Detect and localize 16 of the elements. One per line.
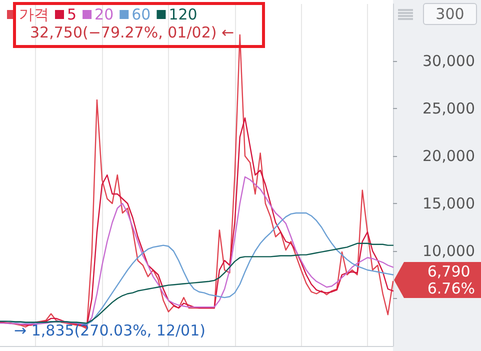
- text: 6,790 6.76%: [427, 262, 476, 298]
- legend-label: 60: [132, 6, 151, 24]
- annotation: → 1,835(270.03%, 12/01): [14, 322, 206, 340]
- y-tick-label: 25,000: [422, 100, 475, 118]
- line-series: [0, 242, 394, 324]
- legend-label: 가격: [19, 6, 49, 24]
- y-tick-label: 10,000: [422, 242, 475, 260]
- range-button: 300: [423, 3, 477, 25]
- y-tick-label: 30,000: [422, 52, 475, 70]
- legend-label: 5: [67, 6, 77, 24]
- legend-label: 20: [94, 6, 114, 24]
- legend-label: 120: [168, 6, 198, 24]
- y-tick-label: 20,000: [422, 147, 475, 165]
- y-tick-label: 15,000: [422, 194, 475, 212]
- annotation: 32,750(−79.27%, 01/02) ←: [30, 24, 234, 42]
- line-series: [0, 176, 394, 326]
